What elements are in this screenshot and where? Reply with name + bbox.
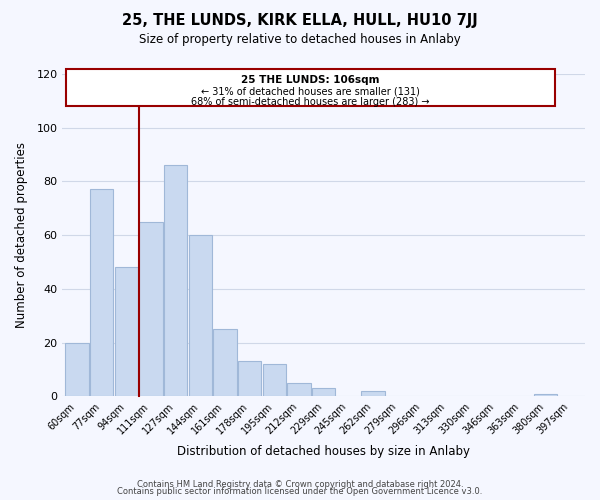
Text: 25, THE LUNDS, KIRK ELLA, HULL, HU10 7JJ: 25, THE LUNDS, KIRK ELLA, HULL, HU10 7JJ: [122, 12, 478, 28]
X-axis label: Distribution of detached houses by size in Anlaby: Distribution of detached houses by size …: [177, 444, 470, 458]
Bar: [164, 166, 187, 396]
Bar: [534, 394, 557, 396]
Text: 68% of semi-detached houses are larger (283) →: 68% of semi-detached houses are larger (…: [191, 97, 430, 107]
Bar: [115, 268, 138, 396]
FancyBboxPatch shape: [66, 68, 556, 106]
Bar: [90, 190, 113, 396]
Bar: [188, 235, 212, 396]
Bar: [65, 342, 89, 396]
Text: Contains public sector information licensed under the Open Government Licence v3: Contains public sector information licen…: [118, 488, 482, 496]
Y-axis label: Number of detached properties: Number of detached properties: [15, 142, 28, 328]
Text: Contains HM Land Registry data © Crown copyright and database right 2024.: Contains HM Land Registry data © Crown c…: [137, 480, 463, 489]
Bar: [361, 391, 385, 396]
Bar: [263, 364, 286, 396]
Bar: [312, 388, 335, 396]
Text: ← 31% of detached houses are smaller (131): ← 31% of detached houses are smaller (13…: [201, 86, 420, 96]
Text: 25 THE LUNDS: 106sqm: 25 THE LUNDS: 106sqm: [241, 76, 380, 86]
Bar: [238, 362, 262, 396]
Bar: [214, 329, 237, 396]
Bar: [287, 383, 311, 396]
Text: Size of property relative to detached houses in Anlaby: Size of property relative to detached ho…: [139, 32, 461, 46]
Bar: [139, 222, 163, 396]
